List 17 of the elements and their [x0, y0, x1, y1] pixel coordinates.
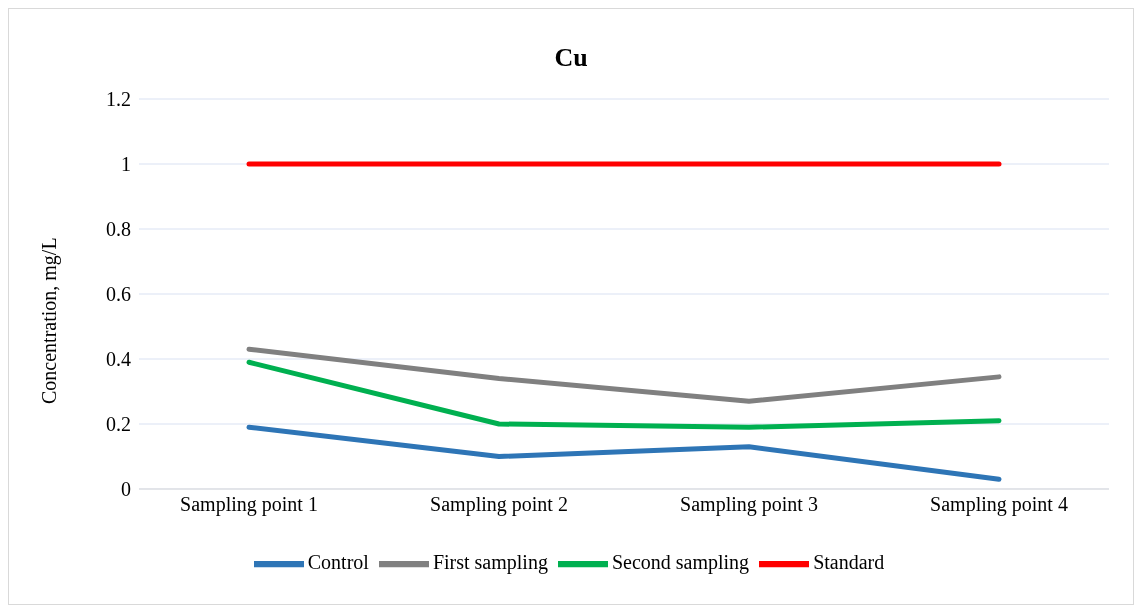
legend-label: Standard: [813, 550, 885, 573]
y-axis-title: Concentration, mg/L: [38, 237, 62, 404]
y-tick-label: 0.2: [106, 413, 131, 436]
y-tick-label: 0.6: [106, 283, 131, 306]
y-tick-label: 1: [121, 153, 131, 176]
x-tick-label: Sampling point 2: [430, 493, 568, 517]
legend-label: Second sampling: [611, 550, 750, 573]
chart-title: Cu: [553, 43, 589, 73]
y-tick-label: 0.4: [106, 348, 131, 371]
y-tick-label: 1.2: [106, 88, 131, 111]
x-tick-label: Sampling point 4: [930, 493, 1068, 517]
x-tick-label: Sampling point 1: [180, 493, 318, 517]
legend-label: First sampling: [432, 550, 548, 573]
y-tick-label: 0: [121, 478, 131, 501]
x-tick-label: Sampling point 3: [680, 493, 818, 517]
legend-label: Control: [307, 550, 369, 573]
y-tick-label: 0.8: [106, 218, 131, 241]
